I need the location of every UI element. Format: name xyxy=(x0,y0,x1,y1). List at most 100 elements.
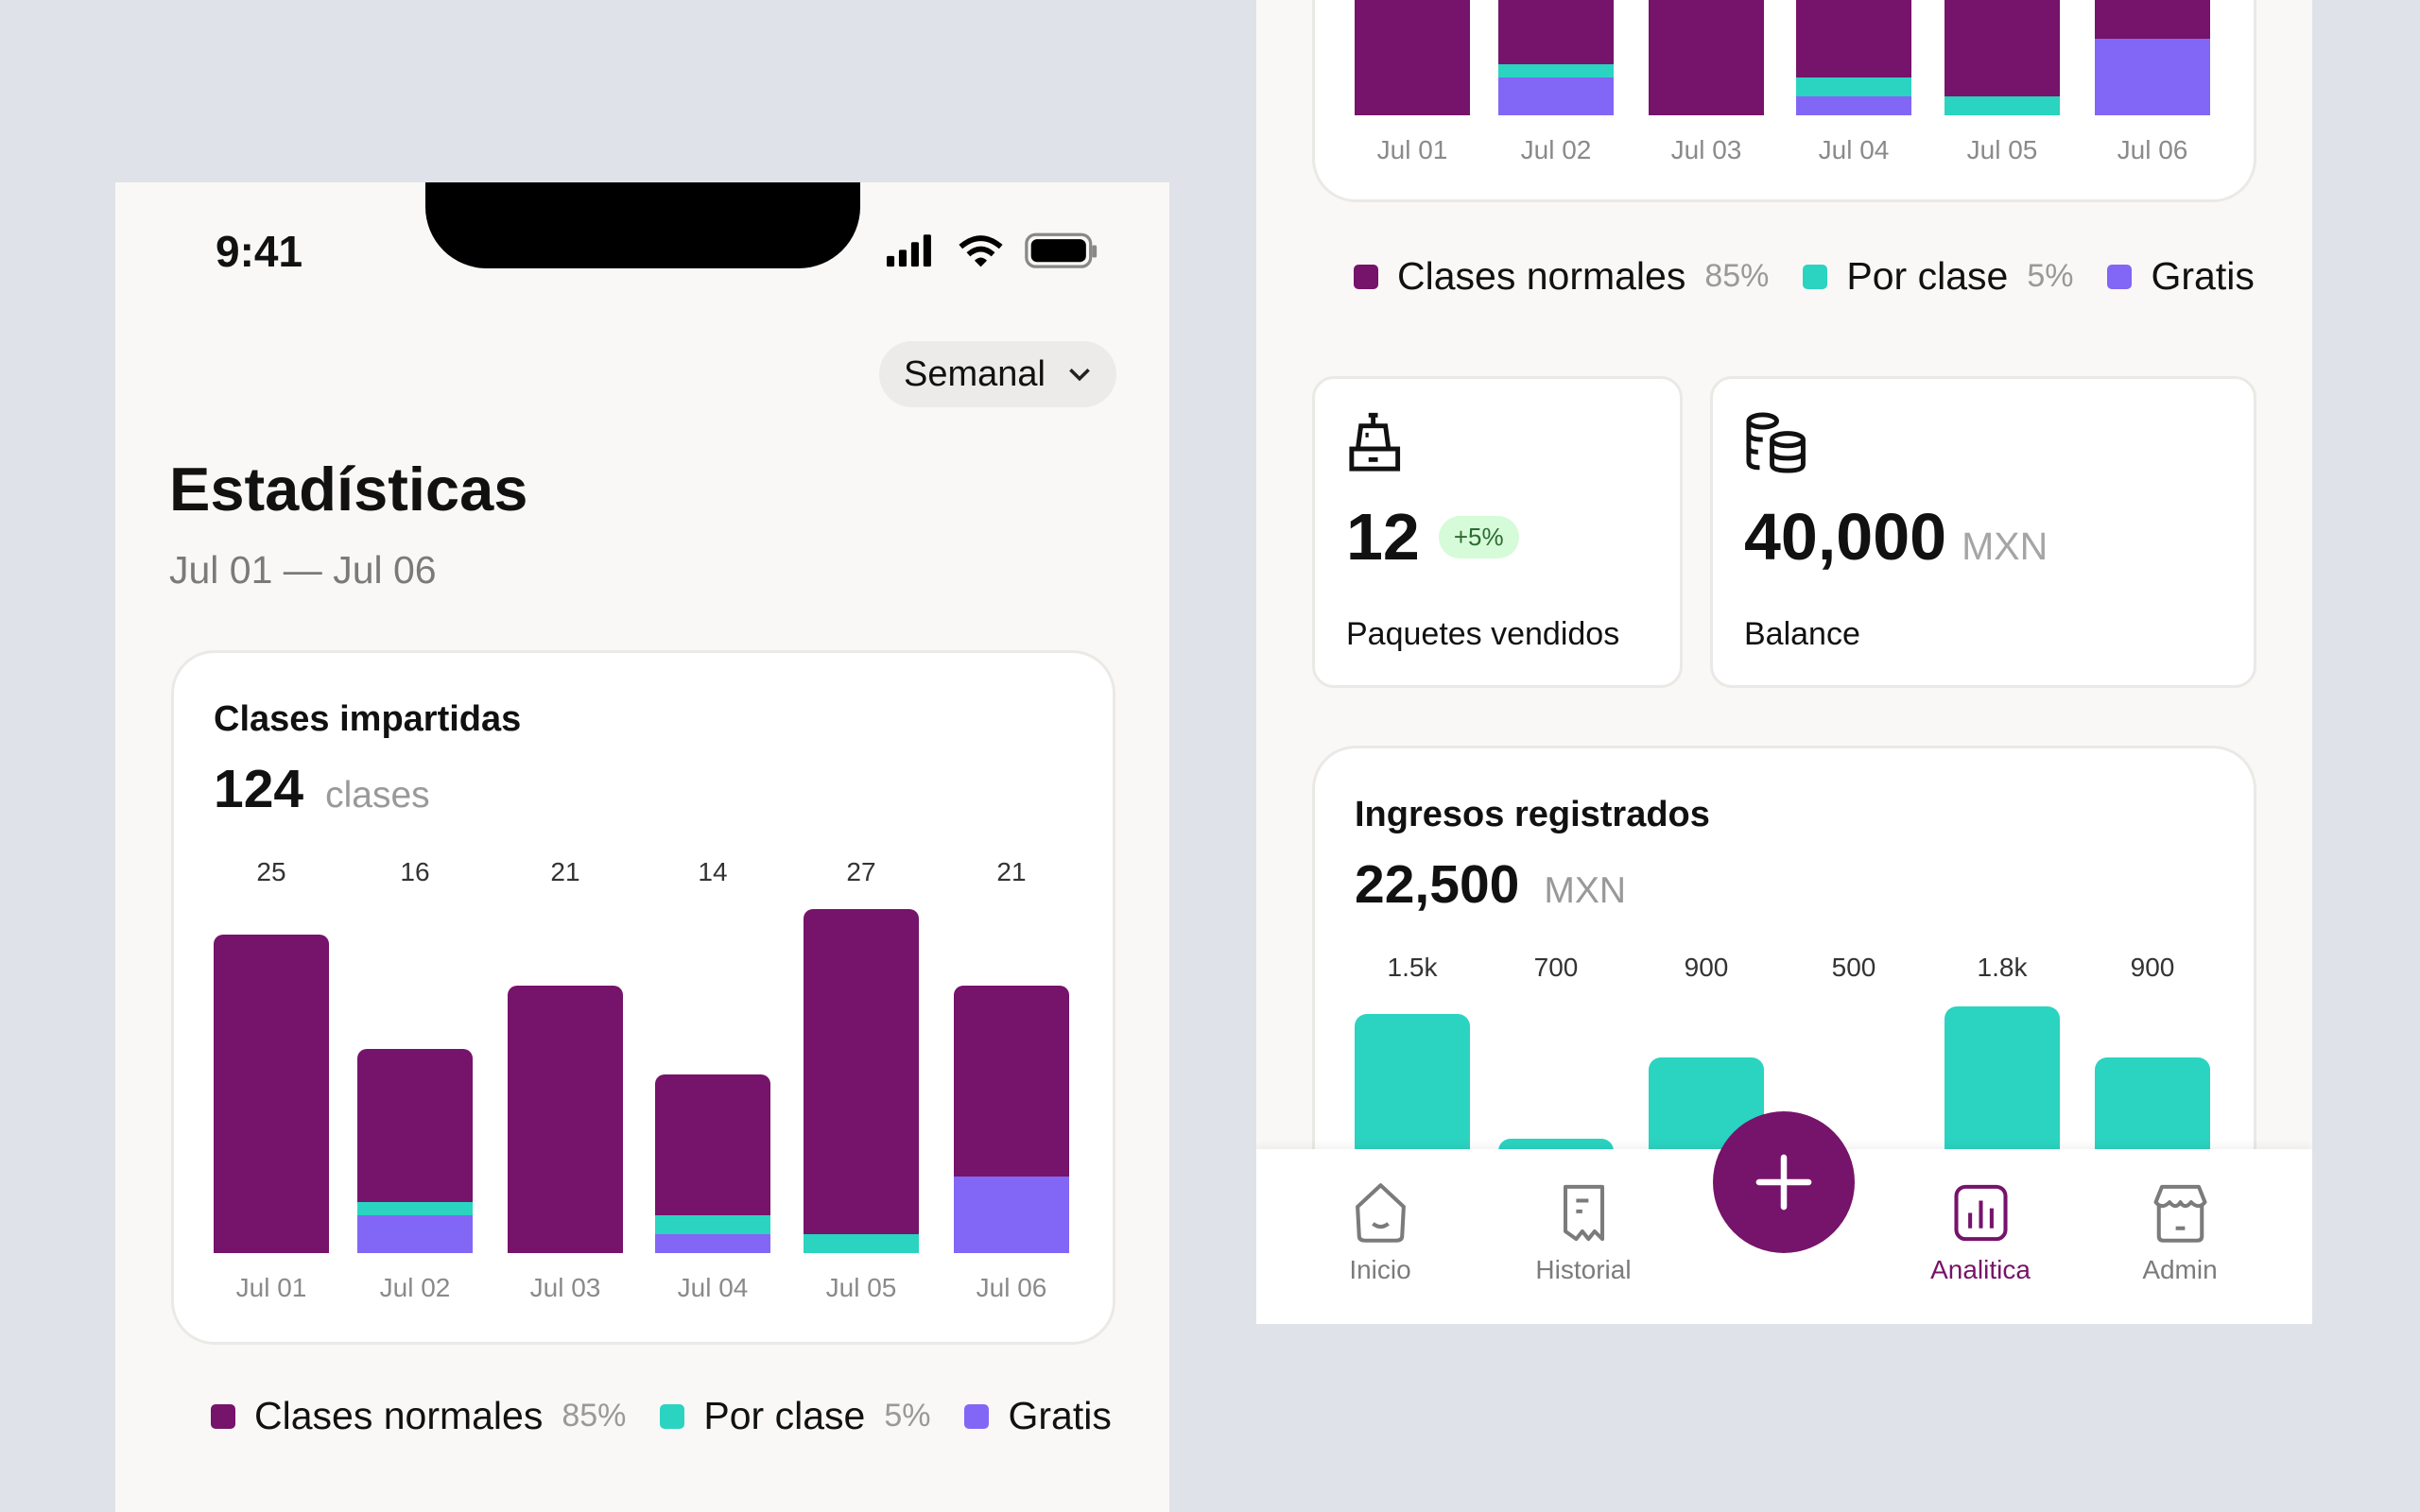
classes-total-value: 124 xyxy=(214,759,304,819)
wifi-icon xyxy=(959,235,1003,267)
data-label: 14 xyxy=(698,857,728,886)
legend-label: Gratis xyxy=(2151,254,2255,298)
bar-segment-0 xyxy=(1945,0,2060,96)
chart-bar xyxy=(1355,0,1470,115)
legend-label: Gratis xyxy=(1008,1394,1112,1437)
right-phone-screen: Jul 01 Jul 02 Jul 03 Jul 04 Jul 05 Jul 06 Cla… xyxy=(1256,0,2312,1324)
data-label: 1.5k xyxy=(1387,953,1438,982)
legend-percent: 5% xyxy=(2027,258,2074,294)
legend-item: Gratis xyxy=(2107,254,2255,299)
store-icon xyxy=(2152,1184,2207,1243)
bar-segment-2 xyxy=(1498,77,1614,115)
chart-bar xyxy=(214,935,329,1253)
bar-segment-0 xyxy=(214,935,329,1253)
bar-segment-2 xyxy=(954,1177,1069,1253)
x-tick-label: Jul 01 xyxy=(1376,135,1448,164)
classes-card-title: Clases impartidas xyxy=(214,699,522,739)
notch xyxy=(425,182,860,268)
legend-item: Clases normales 85% xyxy=(211,1394,626,1438)
nav-historial-label: Historial xyxy=(1535,1255,1632,1284)
bar-segment-2 xyxy=(655,1233,770,1253)
legend-label: Por clase xyxy=(703,1394,866,1437)
legend-item: Gratis xyxy=(964,1394,1112,1438)
classes-card: Clases impartidas 124 clases 25 Jul 01 16 J… xyxy=(171,650,1115,1345)
x-tick-label: Jul 05 xyxy=(825,1273,897,1302)
data-label: 900 xyxy=(1684,953,1729,982)
bar-segment-0 xyxy=(954,986,1069,1177)
signal-icon xyxy=(887,234,931,267)
bar-segment-0 xyxy=(804,909,919,1234)
income-total-unit: MXN xyxy=(1544,870,1627,911)
bar-segment-0 xyxy=(1355,0,1470,115)
chart-bar xyxy=(804,909,919,1253)
add-button[interactable] xyxy=(1713,1111,1855,1253)
bar-segment-2 xyxy=(2095,39,2210,115)
bar-segment-1 xyxy=(1945,95,2060,115)
bar-segment-1 xyxy=(1498,64,1614,77)
nav-admin[interactable]: Admin xyxy=(2095,1180,2265,1285)
bar-segment-0 xyxy=(655,1074,770,1215)
data-label: 25 xyxy=(256,857,286,886)
chevron-down-icon xyxy=(1069,368,1090,382)
legend-percent: 85% xyxy=(562,1398,627,1434)
legend-item: Por clase 5% xyxy=(1803,254,2073,299)
x-tick-label: Jul 03 xyxy=(529,1273,601,1302)
chart-bar xyxy=(1796,0,1911,115)
bar-segment-0 xyxy=(357,1049,473,1203)
period-select[interactable]: Semanal xyxy=(879,341,1116,407)
home-icon xyxy=(1355,1183,1406,1243)
classes-total: 124 clases xyxy=(214,758,430,820)
nav-analitica[interactable]: Analitica xyxy=(1895,1180,2066,1285)
data-label: 700 xyxy=(1533,953,1579,982)
legend-label: Clases normales xyxy=(1397,254,1686,298)
receipt-icon xyxy=(1563,1184,1604,1242)
legend-swatch xyxy=(964,1403,990,1429)
legend-swatch xyxy=(2107,264,2133,289)
classes-chart-scrolled: Jul 01 Jul 02 Jul 03 Jul 04 Jul 05 Jul 06 xyxy=(1315,0,2254,199)
chart-bar xyxy=(954,986,1069,1253)
x-tick-label: Jul 05 xyxy=(1966,135,2038,164)
legend-item: Por clase 5% xyxy=(660,1394,930,1438)
classes-card-scrolled: Jul 01 Jul 02 Jul 03 Jul 04 Jul 05 Jul 06 xyxy=(1312,0,2256,202)
period-select-value: Semanal xyxy=(904,353,1046,394)
bar-segment-0 xyxy=(1796,0,1911,77)
legend-swatch xyxy=(1803,264,1828,289)
data-label: 21 xyxy=(550,857,580,886)
chart-bar xyxy=(1945,0,2060,115)
income-total: 22,500 MXN xyxy=(1355,853,1626,916)
date-range: Jul 01 — Jul 06 xyxy=(169,548,437,592)
bar-segment-2 xyxy=(1796,95,1911,115)
data-label: 16 xyxy=(400,857,430,886)
nav-historial[interactable]: Historial xyxy=(1498,1180,1668,1285)
legend-label: Por clase xyxy=(1846,254,2009,298)
classes-chart: 25 Jul 01 16 Jul 02 21 Jul 03 14 Jul 04 27 Jul 05… xyxy=(174,653,1113,1342)
balance-unit: MXN xyxy=(1962,524,2048,568)
packages-value-row: 12 +5% xyxy=(1346,499,1519,575)
coins-icon xyxy=(1746,412,1806,473)
data-label: 900 xyxy=(2130,953,2175,982)
balance-value: 40,000 xyxy=(1744,500,1947,574)
income-card-title: Ingresos registrados xyxy=(1355,795,1710,834)
battery-icon xyxy=(1025,232,1098,268)
x-tick-label: Jul 02 xyxy=(379,1273,451,1302)
chart-bar xyxy=(655,1074,770,1253)
bar-segment-0 xyxy=(1498,0,1614,65)
legend-percent: 85% xyxy=(1704,258,1770,294)
bar-segment-0 xyxy=(508,986,623,1253)
nav-inicio[interactable]: Inicio xyxy=(1295,1180,1465,1285)
data-label: 21 xyxy=(996,857,1027,886)
growth-badge: +5% xyxy=(1438,515,1519,558)
nav-inicio-label: Inicio xyxy=(1349,1255,1411,1284)
x-tick-label: Jul 01 xyxy=(235,1273,307,1302)
x-tick-label: Jul 02 xyxy=(1520,135,1592,164)
status-time: 9:41 xyxy=(216,227,303,276)
x-tick-label: Jul 06 xyxy=(976,1273,1047,1302)
data-label: 1.8k xyxy=(1977,953,2028,982)
bar-segment-1 xyxy=(1796,77,1911,96)
left-phone-screen: 9:41 Semanal Estadísticas Jul 01 — Jul 0… xyxy=(115,182,1169,1512)
income-total-value: 22,500 xyxy=(1355,854,1520,915)
chart-bar xyxy=(508,986,623,1253)
chart-bar xyxy=(357,1049,473,1253)
bar-segment-1 xyxy=(804,1233,919,1253)
